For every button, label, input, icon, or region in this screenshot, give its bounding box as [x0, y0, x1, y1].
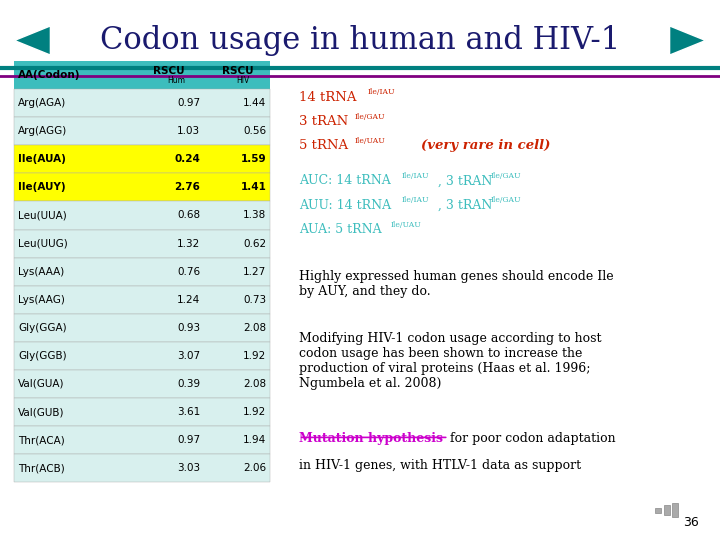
- FancyBboxPatch shape: [14, 258, 270, 286]
- Text: AUU: 14 tRNA: AUU: 14 tRNA: [299, 199, 391, 212]
- Text: 2.08: 2.08: [243, 323, 266, 333]
- Text: Thr(ACB): Thr(ACB): [18, 463, 65, 473]
- FancyBboxPatch shape: [14, 89, 270, 117]
- Text: 0.97: 0.97: [177, 435, 200, 445]
- Text: in HIV-1 genes, with HTLV-1 data as support: in HIV-1 genes, with HTLV-1 data as supp…: [299, 459, 581, 472]
- Text: Hum: Hum: [167, 76, 186, 85]
- FancyBboxPatch shape: [14, 286, 270, 314]
- Text: AUC: 14 tRNA: AUC: 14 tRNA: [299, 174, 390, 187]
- FancyBboxPatch shape: [14, 342, 270, 370]
- Text: 2.76: 2.76: [174, 183, 200, 192]
- Text: 0.93: 0.93: [177, 323, 200, 333]
- Text: Gly(GGB): Gly(GGB): [18, 351, 67, 361]
- Text: RSCU: RSCU: [222, 66, 253, 76]
- Text: Ile/IAU: Ile/IAU: [402, 172, 429, 180]
- Text: 1.38: 1.38: [243, 211, 266, 220]
- Text: 0.73: 0.73: [243, 295, 266, 305]
- FancyBboxPatch shape: [14, 145, 270, 173]
- Text: 5 tRNA: 5 tRNA: [299, 139, 348, 152]
- Text: 0.39: 0.39: [177, 379, 200, 389]
- Text: 1.32: 1.32: [177, 239, 200, 248]
- Text: Thr(ACA): Thr(ACA): [18, 435, 65, 445]
- Text: 1.59: 1.59: [240, 154, 266, 164]
- Text: Val(GUB): Val(GUB): [18, 407, 65, 417]
- Text: 0.56: 0.56: [243, 126, 266, 136]
- Text: , 3 tRAN: , 3 tRAN: [438, 174, 492, 187]
- Text: 1.41: 1.41: [240, 183, 266, 192]
- FancyBboxPatch shape: [14, 61, 270, 89]
- FancyBboxPatch shape: [655, 508, 661, 513]
- Text: 0.68: 0.68: [177, 211, 200, 220]
- Text: 0.97: 0.97: [177, 98, 200, 108]
- Text: 3.03: 3.03: [177, 463, 200, 473]
- Text: 2.08: 2.08: [243, 379, 266, 389]
- Text: , 3 tRAN: , 3 tRAN: [438, 199, 492, 212]
- FancyBboxPatch shape: [14, 201, 270, 229]
- Text: Ile(AUA): Ile(AUA): [18, 154, 66, 164]
- Text: 1.24: 1.24: [177, 295, 200, 305]
- Text: Ile/IAU: Ile/IAU: [402, 197, 429, 204]
- Text: Codon usage in human and HIV-1: Codon usage in human and HIV-1: [100, 25, 620, 56]
- Text: 1.03: 1.03: [177, 126, 200, 136]
- FancyBboxPatch shape: [14, 370, 270, 398]
- Polygon shape: [670, 26, 706, 55]
- Text: 1.92: 1.92: [243, 407, 266, 417]
- Text: Leu(UUG): Leu(UUG): [18, 239, 68, 248]
- Text: Lys(AAG): Lys(AAG): [18, 295, 65, 305]
- FancyBboxPatch shape: [14, 314, 270, 342]
- FancyBboxPatch shape: [664, 505, 670, 515]
- Text: AUA: 5 tRNA: AUA: 5 tRNA: [299, 223, 382, 236]
- Text: Gly(GGA): Gly(GGA): [18, 323, 67, 333]
- Text: (very rare in cell): (very rare in cell): [421, 139, 551, 152]
- Text: 1.94: 1.94: [243, 435, 266, 445]
- Text: 0.24: 0.24: [174, 154, 200, 164]
- FancyBboxPatch shape: [14, 454, 270, 482]
- Text: 1.92: 1.92: [243, 351, 266, 361]
- Text: RSCU: RSCU: [153, 66, 185, 76]
- Text: AA(Codon): AA(Codon): [18, 70, 81, 80]
- Text: 1.27: 1.27: [243, 267, 266, 276]
- Text: 2.06: 2.06: [243, 463, 266, 473]
- Text: 0.76: 0.76: [177, 267, 200, 276]
- Polygon shape: [14, 26, 50, 55]
- FancyBboxPatch shape: [14, 117, 270, 145]
- Text: Ile/GAU: Ile/GAU: [491, 172, 521, 180]
- Text: for poor codon adaptation: for poor codon adaptation: [450, 432, 616, 445]
- FancyBboxPatch shape: [14, 230, 270, 258]
- FancyBboxPatch shape: [672, 503, 678, 517]
- Text: Leu(UUA): Leu(UUA): [18, 211, 67, 220]
- Text: 3.61: 3.61: [177, 407, 200, 417]
- Text: 14 tRNA: 14 tRNA: [299, 91, 356, 104]
- Text: Ile(AUY): Ile(AUY): [18, 183, 66, 192]
- Text: Ile/GAU: Ile/GAU: [355, 113, 385, 120]
- Text: Ile/UAU: Ile/UAU: [391, 221, 422, 228]
- Text: Highly expressed human genes should encode Ile
by AUY, and they do.: Highly expressed human genes should enco…: [299, 270, 613, 298]
- Text: Val(GUA): Val(GUA): [18, 379, 65, 389]
- FancyBboxPatch shape: [14, 173, 270, 201]
- Text: 3 tRAN: 3 tRAN: [299, 115, 348, 128]
- Text: Ile/GAU: Ile/GAU: [491, 197, 521, 204]
- Text: Arg(AGA): Arg(AGA): [18, 98, 66, 108]
- Text: HIV: HIV: [237, 76, 250, 85]
- Text: Mutation hypothesis: Mutation hypothesis: [299, 432, 443, 445]
- Text: Arg(AGG): Arg(AGG): [18, 126, 67, 136]
- FancyBboxPatch shape: [14, 398, 270, 426]
- Text: Modifying HIV-1 codon usage according to host
codon usage has been shown to incr: Modifying HIV-1 codon usage according to…: [299, 332, 601, 390]
- Text: 3.07: 3.07: [177, 351, 200, 361]
- Text: 0.62: 0.62: [243, 239, 266, 248]
- Text: Lys(AAA): Lys(AAA): [18, 267, 64, 276]
- Text: 1.44: 1.44: [243, 98, 266, 108]
- Text: Ile/UAU: Ile/UAU: [355, 137, 386, 145]
- Text: 36: 36: [683, 516, 698, 529]
- Text: Ile/IAU: Ile/IAU: [367, 89, 395, 96]
- FancyBboxPatch shape: [14, 426, 270, 454]
